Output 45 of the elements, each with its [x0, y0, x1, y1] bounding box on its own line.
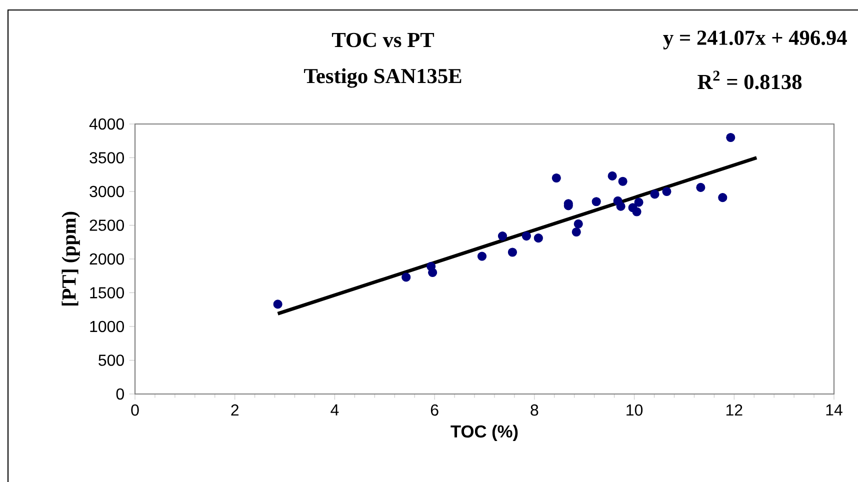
point: [650, 190, 660, 199]
text: R$^{2}$ = 0.8138: [698, 70, 802, 90]
chart-title: TOC vs PT: [332, 32, 434, 48]
point: [498, 232, 508, 241]
chart-subtitle: Testigo SAN135E: [304, 68, 462, 88]
point: [696, 182, 706, 192]
x-tick-label: 10: [626, 404, 643, 416]
point: [534, 234, 543, 243]
point: [726, 132, 736, 142]
y-tick-label: 1000: [90, 320, 124, 332]
point: [402, 272, 411, 282]
point: [477, 252, 487, 261]
point: [632, 207, 642, 216]
text: y = 241.07x + 496.94: [663, 30, 847, 50]
point: [662, 186, 672, 196]
y-axis-title: [PT] (ppm): [62, 212, 80, 306]
x-tick-label: 2: [231, 404, 239, 416]
point: [718, 193, 728, 202]
y-tick-label: 3500: [90, 152, 124, 164]
point: [592, 197, 601, 206]
x-tick-label: 14: [826, 404, 842, 416]
point: [522, 232, 531, 241]
x-tick-label: 4: [330, 404, 339, 416]
point: [618, 176, 628, 186]
point: [616, 202, 626, 211]
x-axis-title: TOC (%): [450, 424, 518, 442]
y-tick-label: 2500: [90, 220, 124, 231]
y-tick-label: 2000: [90, 253, 124, 265]
y-tick-label: 1500: [90, 287, 124, 298]
x-tick-label: 0: [131, 404, 139, 416]
y-tick-label: 500: [98, 354, 124, 366]
point: [572, 227, 581, 237]
point: [508, 248, 517, 257]
x-tick-label: 8: [530, 404, 538, 416]
x-tick-label: 6: [430, 404, 438, 416]
point: [634, 198, 644, 207]
y-tick-label: 3000: [90, 186, 124, 198]
point: [428, 268, 438, 278]
y-tick-label: 4000: [89, 118, 124, 130]
point: [552, 173, 561, 183]
point: [608, 171, 617, 181]
x-tick-label: 12: [726, 404, 742, 416]
y-tick-label: 0: [116, 388, 124, 400]
point: [273, 300, 282, 309]
point: [574, 219, 583, 228]
